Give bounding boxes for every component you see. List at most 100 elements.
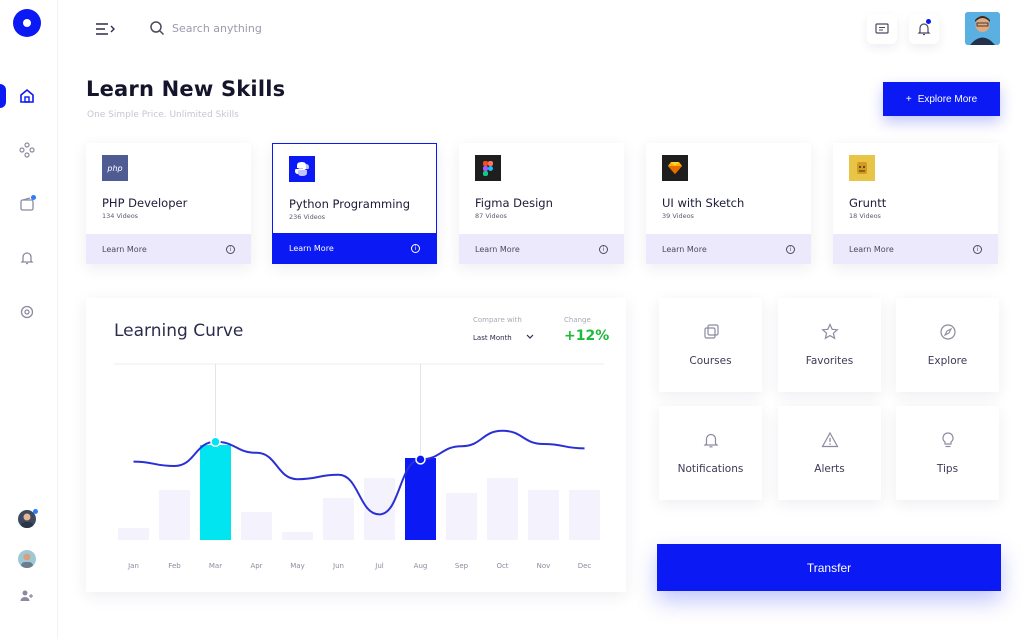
transfer-button[interactable]: Transfer <box>657 544 1001 591</box>
bar-aug <box>405 458 436 540</box>
course-card-sketch[interactable]: UI with Sketch 39 Videos Learn More i <box>646 143 811 264</box>
learn-more-label: Learn More <box>849 244 894 254</box>
wallet-icon[interactable] <box>17 194 37 214</box>
course-video-count: 87 Videos <box>475 212 507 220</box>
x-tick-label: Dec <box>578 562 592 570</box>
figma-icon <box>475 155 501 181</box>
learn-more-label: Learn More <box>662 244 707 254</box>
info-icon[interactable]: i <box>411 243 420 253</box>
grunt-icon <box>849 155 875 181</box>
bar-sep <box>446 493 477 540</box>
learn-more-label: Learn More <box>102 244 147 254</box>
bar-mar <box>200 445 231 540</box>
app-logo[interactable] <box>13 9 41 37</box>
course-video-count: 39 Videos <box>662 212 694 220</box>
search-icon <box>149 20 165 40</box>
x-tick-label: Sep <box>455 562 469 570</box>
x-tick-label: Aug <box>414 562 428 570</box>
warning-icon <box>820 431 839 448</box>
chevron-down-icon <box>526 334 534 342</box>
bar-apr <box>241 512 272 540</box>
bar-jan <box>118 528 149 540</box>
tile-label: Explore <box>927 355 968 367</box>
tile-alerts[interactable]: Alerts <box>778 406 881 500</box>
point-mar <box>210 436 221 448</box>
course-video-count: 134 Videos <box>102 212 139 220</box>
chat-icon <box>875 23 889 34</box>
info-icon[interactable]: i <box>226 244 235 254</box>
settings-icon[interactable] <box>17 302 37 322</box>
bar-feb <box>159 490 190 540</box>
change-value: +12% <box>564 328 610 344</box>
info-icon[interactable]: i <box>599 244 608 254</box>
tile-label: Favorites <box>805 355 854 367</box>
explore-more-label: Explore More <box>917 93 978 105</box>
x-tick-label: Apr <box>250 562 262 570</box>
compass-icon <box>939 324 956 340</box>
course-title: Figma Design <box>475 196 553 210</box>
copy-icon <box>703 324 719 339</box>
bell-icon <box>917 23 931 36</box>
notifications-button[interactable] <box>909 14 939 44</box>
course-card-php[interactable]: php PHP Developer 134 Videos Learn More … <box>86 143 251 264</box>
panel-title: Learning Curve <box>114 321 244 341</box>
home-icon[interactable] <box>17 86 37 106</box>
course-title: PHP Developer <box>102 196 188 210</box>
change-label: Change <box>564 316 591 324</box>
course-card-figma[interactable]: Figma Design 87 Videos Learn More i <box>459 143 624 264</box>
tile-favorites[interactable]: Favorites <box>778 298 881 392</box>
compare-dropdown[interactable]: Last Month <box>473 334 534 342</box>
page-title: Learn New Skills <box>86 77 286 101</box>
learning-curve-chart: Jan Feb Mar Apr May Jun Jul Aug Sep Oct Nov Dec <box>114 363 604 570</box>
course-card-python[interactable]: Python Programming 236 Videos Learn More… <box>272 143 437 264</box>
learn-more-label: Learn More <box>475 244 520 254</box>
course-video-count: 18 Videos <box>849 212 881 220</box>
python-icon <box>289 156 315 182</box>
tile-label: Courses <box>689 355 732 367</box>
bar-jun <box>323 498 354 540</box>
tile-tips[interactable]: Tips <box>896 406 999 500</box>
messages-button[interactable] <box>867 14 897 44</box>
add-user-icon[interactable] <box>17 586 37 606</box>
bell-icon <box>703 433 718 448</box>
compare-value: Last Month <box>473 334 512 342</box>
learn-more-link[interactable]: Learn More i <box>273 233 436 263</box>
sidebar <box>0 0 58 639</box>
compare-label: Compare with <box>473 316 522 324</box>
learn-more-link[interactable]: Learn More i <box>459 234 624 264</box>
avatar[interactable] <box>18 510 36 528</box>
online-dot <box>33 509 38 514</box>
tile-label: Alerts <box>814 463 845 475</box>
menu-toggle-icon[interactable] <box>95 20 117 38</box>
bell-icon[interactable] <box>17 248 37 268</box>
search-input[interactable] <box>172 17 392 39</box>
sketch-icon <box>662 155 688 181</box>
course-title: Gruntt <box>849 196 887 210</box>
notification-dot <box>31 195 36 200</box>
course-card-grunt[interactable]: Gruntt 18 Videos Learn More i <box>833 143 998 264</box>
nodes-icon[interactable] <box>17 140 37 160</box>
avatar[interactable] <box>18 550 36 568</box>
tile-notifications[interactable]: Notifications <box>659 406 762 500</box>
course-title: Python Programming <box>289 197 411 211</box>
explore-more-button[interactable]: + Explore More <box>883 82 1000 116</box>
tile-explore[interactable]: Explore <box>896 298 999 392</box>
info-icon[interactable]: i <box>973 244 982 254</box>
page-subtitle: One Simple Price. Unlimited Skills <box>87 110 239 120</box>
x-tick-label: Oct <box>496 562 508 570</box>
learn-more-label: Learn More <box>289 243 334 253</box>
learn-more-link[interactable]: Learn More i <box>86 234 251 264</box>
x-tick-label: Feb <box>168 562 181 570</box>
learn-more-link[interactable]: Learn More i <box>646 234 811 264</box>
x-tick-label: May <box>290 562 304 570</box>
point-aug <box>415 454 426 465</box>
info-icon[interactable]: i <box>786 244 795 254</box>
bar-nov <box>528 490 559 540</box>
learning-curve-panel: Jan Feb Mar Apr May Jun Jul Aug Sep Oct Nov Dec Lea… <box>86 298 626 592</box>
bar-dec <box>569 490 600 540</box>
user-avatar[interactable] <box>965 12 1000 45</box>
x-tick-label: Jun <box>332 562 344 570</box>
learn-more-link[interactable]: Learn More i <box>833 234 998 264</box>
tile-label: Notifications <box>677 463 744 475</box>
tile-courses[interactable]: Courses <box>659 298 762 392</box>
